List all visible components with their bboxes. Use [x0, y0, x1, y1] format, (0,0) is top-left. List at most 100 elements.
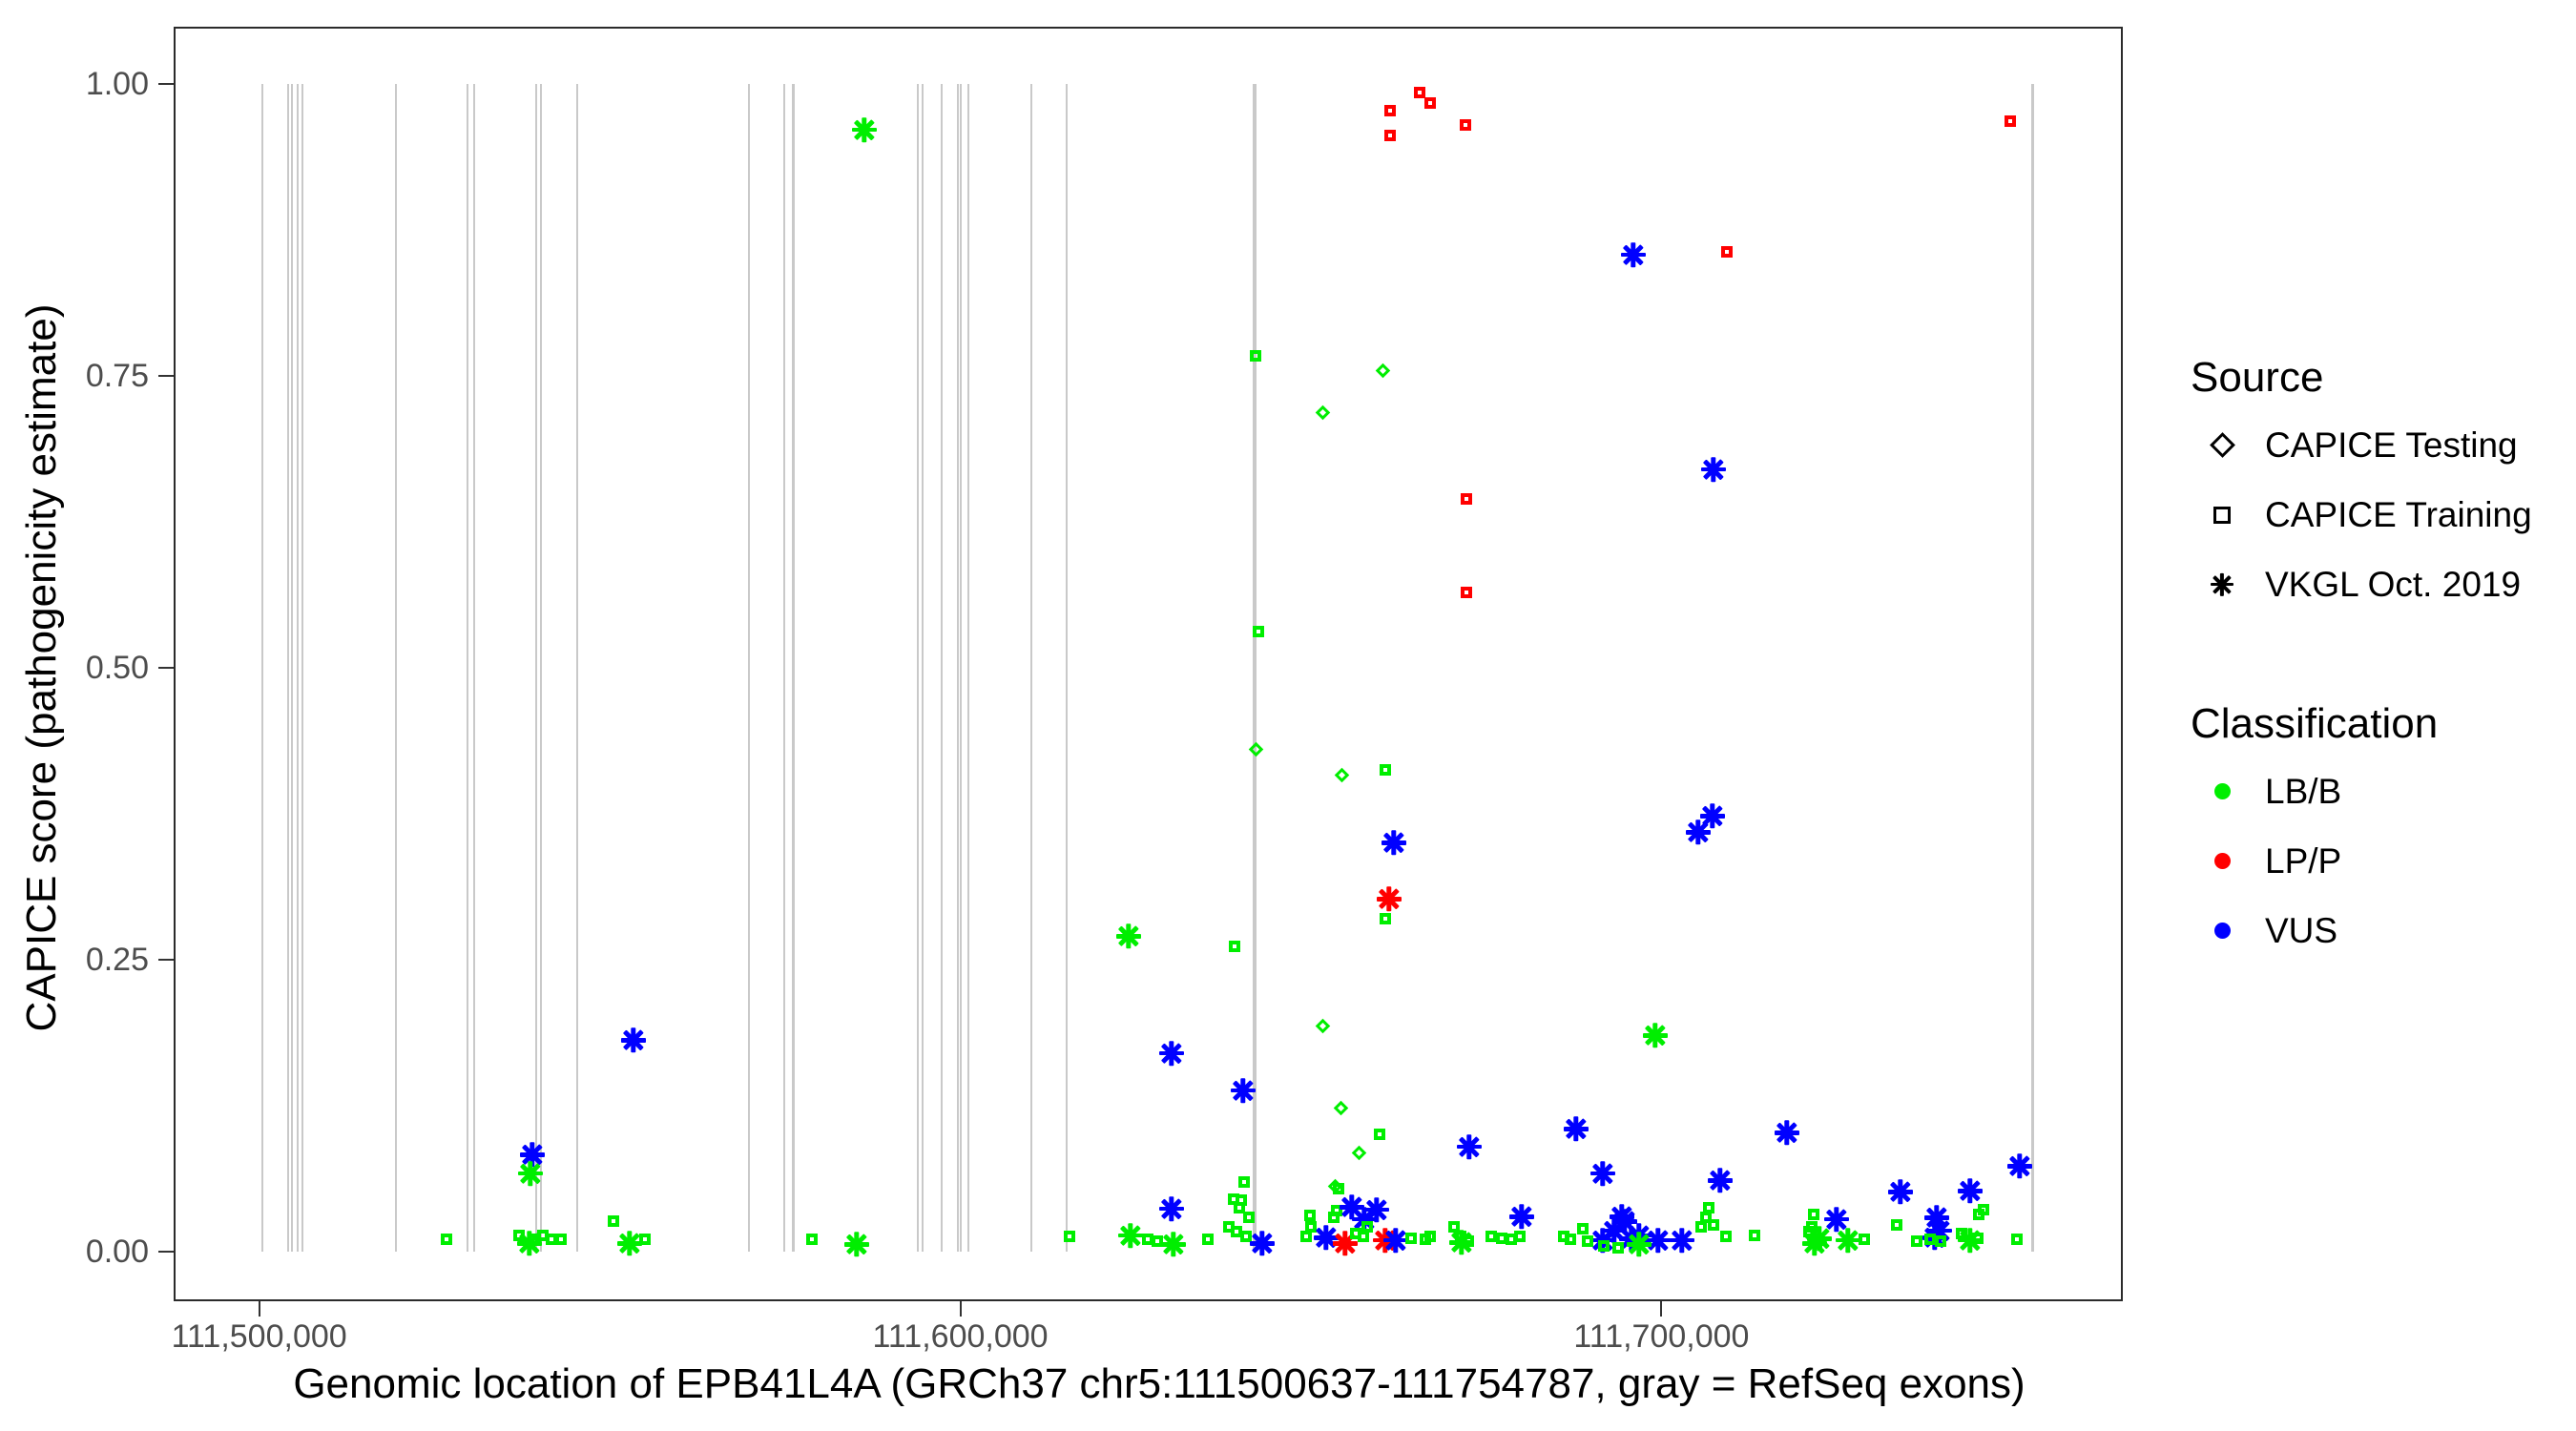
capice-training-square-marker: [1955, 1228, 1967, 1240]
capice-training-square-marker: [1249, 349, 1261, 362]
capice-training-square-marker: [1252, 625, 1264, 637]
capice-training-square-marker: [1890, 1218, 1902, 1231]
capice-training-square-marker: [1576, 1223, 1589, 1235]
asterisk-glyph: [2211, 572, 2233, 596]
capice-training-square-marker: [1459, 118, 1471, 131]
legend-item-label: VUS: [2265, 910, 2338, 950]
y-axis-tick-label: 0.00: [85, 1234, 149, 1270]
color-dot-icon: [2191, 853, 2254, 869]
vkgl-asterisk-marker: [1626, 1232, 1652, 1257]
refseq-exon-line: [956, 84, 959, 1252]
refseq-exon-line: [296, 84, 299, 1252]
capice-training-square-marker: [638, 1234, 651, 1246]
capice-training-square-marker: [1201, 1234, 1214, 1246]
legend-group-source: Source CAPICE Testing CAPICE Training VKGL…: [2191, 355, 2572, 619]
capice-training-square-marker: [1581, 1234, 1593, 1247]
capice-training-square-marker: [1151, 1234, 1163, 1247]
legend-group-classification: Classification LB/B LP/P VUS: [2191, 701, 2572, 965]
vkgl-asterisk-marker: [1115, 923, 1141, 949]
vkgl-asterisk-marker: [1563, 1116, 1589, 1142]
vkgl-asterisk-marker: [1611, 1209, 1637, 1234]
y-axis-tick-label: 0.25: [85, 942, 149, 978]
vkgl-asterisk-marker: [1801, 1231, 1827, 1256]
vkgl-asterisk-marker: [1230, 1078, 1256, 1104]
capice-training-square-marker: [1720, 245, 1733, 258]
legend-item-label: CAPICE Testing: [2265, 425, 2518, 465]
vkgl-asterisk-marker: [1117, 1222, 1143, 1248]
classification-dot: [2213, 853, 2231, 869]
legend-item-vkgl-oct-2019: VKGL Oct. 2019: [2191, 550, 2572, 619]
capice-training-square-marker: [1597, 1239, 1610, 1252]
classification-dot: [2213, 783, 2231, 799]
x-axis-tick: [258, 1301, 260, 1317]
refseq-exon-line: [394, 84, 397, 1252]
vkgl-asterisk-marker: [1642, 1023, 1668, 1048]
diamond-glyph: [2209, 432, 2235, 458]
capice-training-square-marker: [1379, 764, 1391, 777]
vkgl-asterisk-marker: [2006, 1153, 2032, 1179]
color-dot-icon: [2191, 783, 2254, 799]
capice-training-square-marker: [1807, 1208, 1819, 1220]
capice-training-square-marker: [1299, 1230, 1312, 1242]
refseq-exon-line: [916, 84, 919, 1252]
capice-training-square-marker: [1413, 87, 1425, 99]
vkgl-asterisk-marker: [1823, 1206, 1849, 1232]
capice-training-square-marker: [1423, 97, 1436, 110]
refseq-exon-line: [539, 84, 542, 1252]
capice-training-square-marker: [1383, 129, 1396, 141]
capice-training-square-marker: [1239, 1230, 1252, 1242]
legend-items-source: CAPICE Testing CAPICE Training VKGL Oct. 2…: [2191, 410, 2572, 619]
x-axis-tick-label: 111,600,000: [872, 1318, 1049, 1355]
vkgl-asterisk-marker: [1381, 830, 1406, 856]
capice-training-square-marker: [440, 1234, 452, 1246]
capice-training-square-marker: [1404, 1233, 1417, 1245]
capice-training-square-marker: [1383, 104, 1396, 116]
vkgl-asterisk-marker: [1332, 1231, 1358, 1256]
capice-training-square-marker: [1233, 1202, 1245, 1214]
capice-training-square-marker: [1373, 1129, 1385, 1141]
refseq-exon-line: [575, 84, 578, 1252]
capice-training-square-marker: [1242, 1212, 1255, 1224]
refseq-exon-line: [747, 84, 750, 1252]
vkgl-asterisk-marker: [1957, 1178, 1983, 1204]
diamond-icon: [2191, 432, 2254, 458]
refseq-exon-line: [1252, 84, 1257, 1252]
capice-training-square-marker: [1379, 912, 1391, 924]
refseq-exon-line: [966, 84, 969, 1252]
x-axis-title: Genomic location of EPB41L4A (GRCh37 chr…: [293, 1360, 2025, 1407]
capice-training-square-marker: [2004, 114, 2016, 127]
vkgl-asterisk-marker: [1351, 1206, 1377, 1232]
capice-training-square-marker: [1977, 1203, 1989, 1215]
legend: Source CAPICE Testing CAPICE Training VKGL…: [2191, 355, 2572, 965]
y-axis-tick-label: 0.75: [85, 358, 149, 394]
x-axis-tick: [959, 1301, 962, 1317]
capice-training-square-marker: [1303, 1209, 1316, 1221]
capice-training-square-marker: [1611, 1242, 1624, 1254]
vkgl-asterisk-marker: [517, 1161, 543, 1187]
square-glyph: [2213, 506, 2231, 524]
classification-dot: [2213, 923, 2231, 939]
vkgl-asterisk-marker: [1645, 1227, 1671, 1253]
refseq-exon-line: [782, 84, 785, 1252]
refseq-exon-line: [940, 84, 943, 1252]
refseq-exon-line: [959, 84, 962, 1252]
vkgl-asterisk-marker: [1448, 1230, 1474, 1255]
y-axis-tick: [158, 667, 174, 669]
vkgl-asterisk-marker: [1382, 1227, 1408, 1253]
vkgl-asterisk-marker: [616, 1231, 642, 1256]
capice-training-square-marker: [1748, 1229, 1760, 1241]
capice-training-square-marker: [1910, 1234, 1922, 1247]
vkgl-asterisk-marker: [1456, 1133, 1482, 1159]
capice-training-square-marker: [1564, 1234, 1576, 1246]
vkgl-asterisk-marker: [1158, 1195, 1184, 1221]
vkgl-asterisk-marker: [851, 116, 877, 142]
capice-training-square-marker: [1485, 1230, 1497, 1242]
legend-title-classification: Classification: [2191, 700, 2439, 747]
refseq-exon-line: [1029, 84, 1032, 1252]
legend-item-lp-p: LP/P: [2191, 826, 2572, 896]
vkgl-asterisk-marker: [620, 1027, 646, 1053]
capice-training-square-marker: [1702, 1202, 1714, 1214]
y-axis-tick-label: 0.50: [85, 650, 149, 686]
legend-item-lb-b: LB/B: [2191, 757, 2572, 826]
square-icon: [2191, 506, 2254, 524]
